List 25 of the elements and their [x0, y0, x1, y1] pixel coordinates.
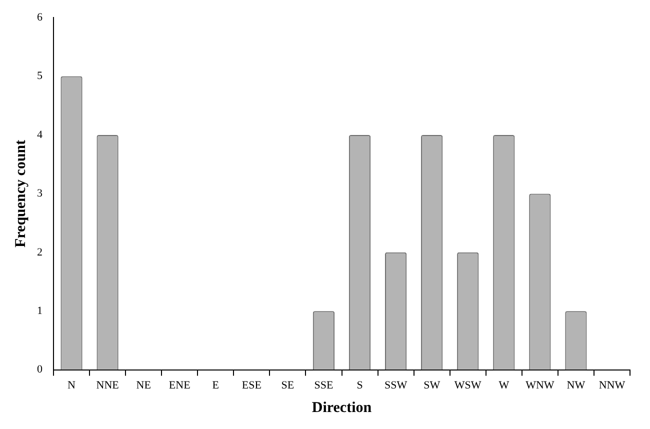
- x-tick-label: S: [356, 379, 363, 392]
- x-tick-label: NE: [136, 379, 152, 392]
- x-tick-label: SE: [281, 379, 294, 392]
- x-tick-label: NW: [566, 379, 586, 392]
- x-tick-label: WNW: [526, 379, 555, 392]
- x-tick-label: SW: [424, 379, 441, 392]
- x-tick-label: NNW: [598, 379, 626, 392]
- y-tick-label: 3: [37, 188, 43, 200]
- x-tick-label: NNE: [96, 379, 120, 392]
- y-axis-title: Frequency count: [12, 140, 29, 248]
- x-tick-label: ESE: [242, 379, 262, 392]
- x-axis-title: Direction: [312, 400, 372, 416]
- x-tick-label: ENE: [168, 379, 191, 392]
- y-tick-label: 0: [37, 364, 43, 376]
- y-tick-label: 6: [37, 11, 43, 24]
- x-tick-label: W: [498, 379, 510, 392]
- x-tick-label: WSW: [454, 379, 482, 392]
- x-tick-label: E: [212, 379, 220, 392]
- y-tick-label: 2: [37, 246, 42, 258]
- y-tick-label: 4: [37, 128, 43, 141]
- y-tick-label: 1: [37, 304, 42, 317]
- x-tick-label: N: [68, 379, 76, 392]
- x-tick-label: SSW: [384, 379, 408, 392]
- x-tick-label: SSE: [314, 379, 334, 392]
- y-tick-label: 5: [37, 70, 43, 82]
